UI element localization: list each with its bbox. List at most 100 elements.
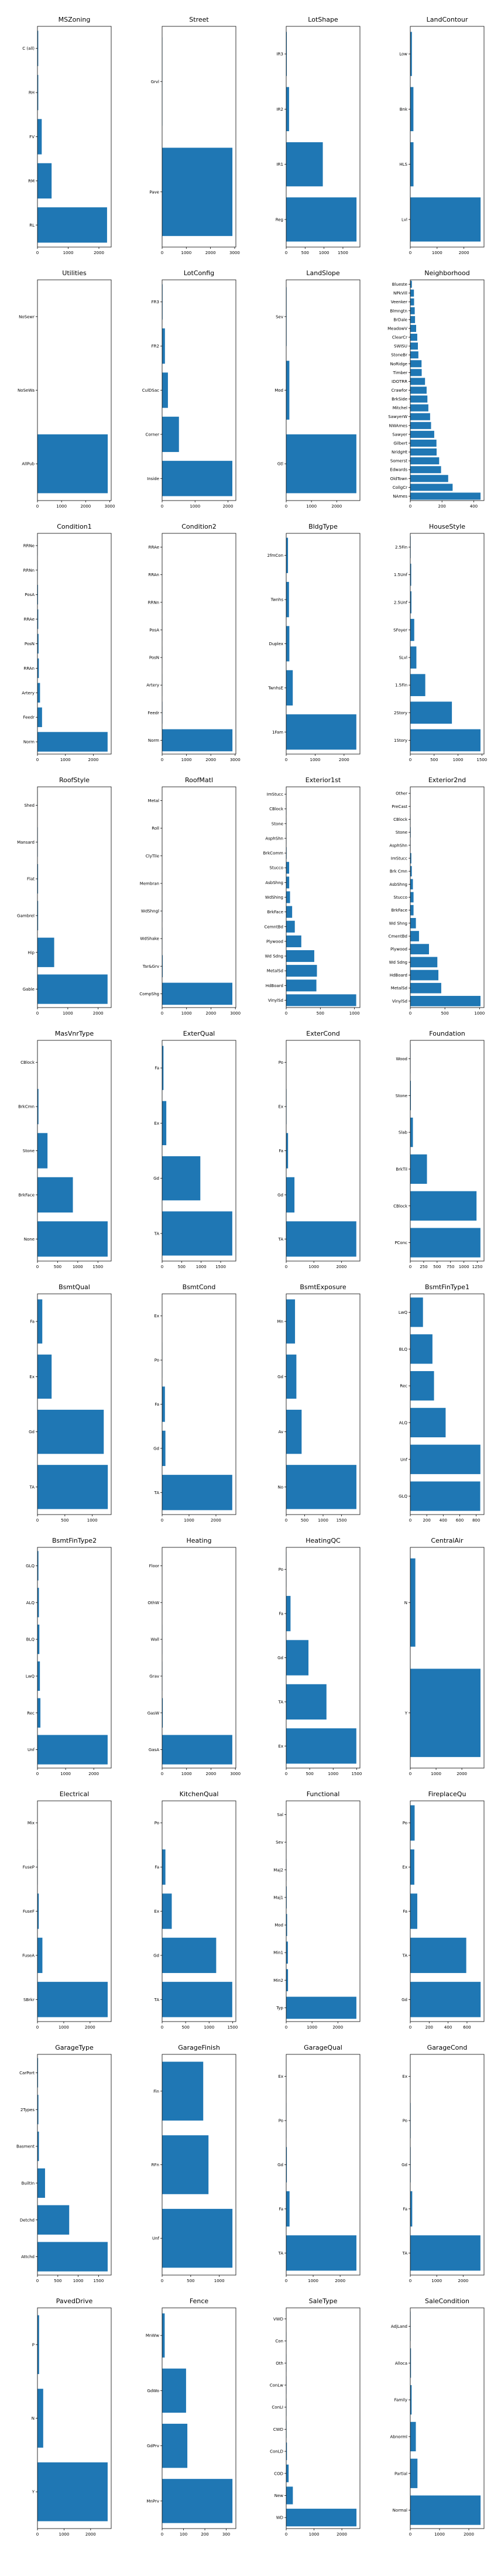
bar — [162, 148, 232, 236]
x-tick-label: 1000 — [204, 2025, 214, 2030]
category-label: Po — [155, 1821, 159, 1825]
bar — [286, 1969, 288, 1991]
category-label: PosN — [149, 656, 159, 660]
x-tick-label: 0 — [285, 1772, 287, 1776]
category-label: FuseA — [22, 1953, 35, 1958]
bar — [286, 1355, 296, 1399]
bar — [410, 351, 418, 358]
category-label: Gd — [153, 1446, 159, 1451]
x-tick-label: 0 — [161, 2279, 163, 2283]
chart-title: ExterCond — [306, 1030, 339, 1037]
x-tick-label: 1000 — [349, 1011, 360, 1016]
category-label: CBlock — [269, 807, 284, 811]
chart-title: Exterior1st — [306, 776, 341, 784]
category-label: BrkCmn — [18, 1105, 35, 1109]
x-tick-label: 600 — [463, 2025, 471, 2030]
x-tick-label: 0 — [161, 1518, 163, 1523]
category-label: SLvl — [399, 656, 407, 660]
category-label: Stone — [272, 821, 283, 826]
category-label: Timber — [393, 371, 408, 375]
category-label: NoSewr — [19, 314, 35, 319]
bar — [410, 281, 412, 288]
bar — [410, 466, 441, 473]
category-label: Maj1 — [273, 1895, 283, 1900]
category-label: BuiltIn — [22, 2181, 35, 2186]
category-label: HdBoard — [266, 984, 283, 988]
x-tick-label: 200 — [425, 2025, 433, 2030]
category-label: TA — [277, 2251, 283, 2256]
bar — [410, 492, 481, 499]
category-label: RRAe — [149, 545, 159, 550]
chart-condition1: Condition1NormFeedrArteryRRAnPosNRRAePos… — [22, 523, 111, 762]
category-label: ConLI — [272, 2405, 283, 2410]
category-label: WdShing — [265, 895, 283, 900]
x-tick-label: 1500 — [92, 1265, 103, 1269]
category-label: Veenker — [391, 300, 407, 304]
bar — [286, 891, 290, 903]
x-tick-label: 3000 — [230, 1772, 241, 1776]
category-label: TA — [402, 1953, 407, 1958]
category-label: Fa — [403, 1909, 407, 1914]
x-tick-label: 1000 — [308, 2279, 318, 2283]
bar — [410, 448, 437, 455]
category-label: No — [277, 1485, 283, 1489]
x-tick-label: 1000 — [310, 758, 320, 762]
x-tick-label: 1000 — [306, 504, 317, 509]
chart-title: Functional — [307, 1790, 340, 1798]
bar — [37, 2389, 43, 2448]
chart-title: MSZoning — [59, 16, 91, 23]
bar — [410, 431, 434, 438]
category-label: Stone — [396, 1094, 407, 1098]
bar — [37, 707, 42, 727]
category-label: Unf — [152, 2236, 160, 2241]
category-label: FuseP — [23, 1865, 35, 1870]
x-tick-label: 0 — [36, 2532, 39, 2537]
chart-title: BldgType — [308, 523, 338, 530]
category-label: ConLD — [270, 2450, 283, 2454]
category-label: New — [274, 2493, 284, 2498]
x-tick-label: 2000 — [206, 1011, 217, 1016]
bar — [410, 342, 418, 350]
category-label: ClyTile — [146, 854, 159, 858]
category-label: Y — [404, 1711, 408, 1715]
bar — [162, 1938, 216, 1973]
x-tick-label: 2000 — [336, 1265, 346, 1269]
category-label: Av — [278, 1430, 283, 1434]
category-label: StoneBr — [391, 353, 407, 358]
category-label: Gd — [402, 1998, 407, 2002]
bar — [162, 1849, 166, 1885]
bar — [286, 1728, 356, 1763]
x-tick-label: 2000 — [332, 2025, 343, 2030]
x-tick-label: 3000 — [230, 1011, 241, 1016]
x-tick-label: 1000 — [328, 1772, 338, 1776]
bar — [410, 2191, 412, 2226]
category-label: VinylSd — [392, 999, 407, 1003]
category-label: Maj2 — [273, 1868, 283, 1872]
bar — [410, 475, 448, 482]
x-tick-label: 1000 — [307, 2025, 317, 2030]
category-label: MnWw — [146, 2334, 159, 2338]
chart-title: GarageCond — [427, 2044, 468, 2051]
x-tick-label: 500 — [301, 251, 309, 255]
x-tick-label: 500 — [61, 1518, 68, 1523]
category-label: Po — [279, 1060, 283, 1065]
category-label: GdPrv — [147, 2444, 159, 2448]
category-label: Partial — [394, 2471, 407, 2476]
x-tick-label: 0 — [161, 1011, 163, 1016]
bar — [410, 701, 452, 724]
bar — [410, 378, 425, 385]
category-label: 2Story — [394, 711, 407, 715]
x-tick-label: 1000 — [308, 1265, 319, 1269]
x-tick-label: 1000 — [60, 758, 71, 762]
category-label: Alloca — [395, 2361, 407, 2366]
bar — [286, 1177, 294, 1212]
x-tick-label: 1000 — [59, 2532, 69, 2537]
x-tick-label: 200 — [438, 504, 446, 509]
bar — [286, 950, 314, 962]
category-label: SBrkr — [23, 1998, 35, 2002]
category-label: Po — [403, 1821, 407, 1825]
bar — [410, 413, 430, 420]
category-label: Unf — [28, 1748, 35, 1752]
